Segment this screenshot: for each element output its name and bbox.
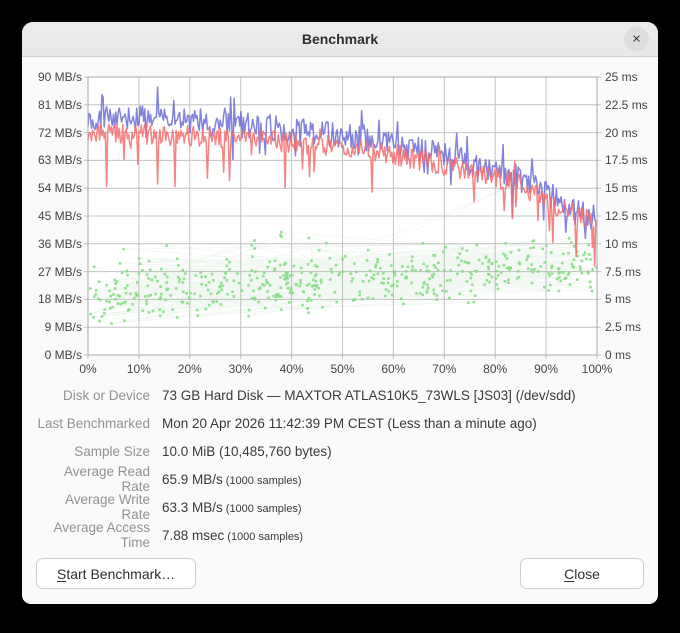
x-tick-label: 80% xyxy=(483,362,508,376)
benchmark-details: Disk or Device 73 GB Hard Disk — MAXTOR A… xyxy=(36,381,644,551)
detail-value: 10.0 MiB (10,485,760 bytes) xyxy=(162,444,332,459)
detail-value-text: 65.9 MB/s xyxy=(162,471,223,487)
x-tick-label: 20% xyxy=(177,362,202,376)
detail-label: Last Benchmarked xyxy=(37,415,150,431)
y-right-tick-label: 22.5 ms xyxy=(605,97,648,112)
close-button[interactable]: Close xyxy=(520,558,644,589)
detail-value: 63.3 MB/s (1000 samples) xyxy=(162,500,302,515)
window-title: Benchmark xyxy=(301,31,379,47)
detail-value: 7.88 msec (1000 samples) xyxy=(162,528,303,543)
y-right-tick-label: 12.5 ms xyxy=(605,209,648,223)
detail-value-text: 10.0 MiB (10,485,760 bytes) xyxy=(162,443,332,459)
start-benchmark-button[interactable]: Start Benchmark… xyxy=(36,558,197,589)
y-left-tick-label: 72 MB/s xyxy=(37,125,82,140)
detail-row: Average Read Rate 65.9 MB/s (1000 samples) xyxy=(36,464,644,494)
y-right-tick-label: 10 ms xyxy=(605,236,638,251)
titlebar: Benchmark × xyxy=(22,22,658,57)
detail-row: Average Write Rate 63.3 MB/s (1000 samples… xyxy=(36,492,644,522)
y-right-tick-label: 20 ms xyxy=(605,125,638,140)
x-tick-label: 0% xyxy=(79,362,97,376)
detail-value-text: 73 GB Hard Disk — MAXTOR ATLAS10K5_73WLS… xyxy=(162,387,576,403)
detail-value-note: (1000 samples) xyxy=(225,502,302,515)
y-left-tick-label: 36 MB/s xyxy=(37,236,82,251)
y-right-tick-label: 15 ms xyxy=(605,181,638,196)
detail-value: 65.9 MB/s (1000 samples) xyxy=(162,472,302,487)
close-icon: × xyxy=(632,30,641,48)
detail-label: Sample Size xyxy=(74,443,150,459)
x-tick-label: 90% xyxy=(534,362,559,376)
detail-row: Last Benchmarked Mon 20 Apr 2026 11:42:39… xyxy=(36,409,644,437)
detail-row: Disk or Device 73 GB Hard Disk — MAXTOR A… xyxy=(36,381,644,409)
close-window-button[interactable]: × xyxy=(624,26,649,52)
x-tick-label: 100% xyxy=(581,362,613,376)
y-left-tick-label: 90 MB/s xyxy=(37,70,82,84)
y-left-tick-label: 81 MB/s xyxy=(37,97,82,112)
y-left-tick-label: 54 MB/s xyxy=(37,181,82,196)
x-tick-label: 50% xyxy=(330,362,355,376)
detail-value: 73 GB Hard Disk — MAXTOR ATLAS10K5_73WLS… xyxy=(162,388,576,403)
detail-value-text: Mon 20 Apr 2026 11:42:39 PM CEST (Less t… xyxy=(162,415,537,431)
detail-value-text: 63.3 MB/s xyxy=(162,499,223,515)
y-right-tick-label: 17.5 ms xyxy=(605,153,648,168)
y-right-tick-label: 7.5 ms xyxy=(605,264,642,279)
benchmark-chart: 90 MB/s 81 MB/s 72 MB/s 63 MB/s 54 MB/s 45 MB… xyxy=(22,57,658,379)
detail-label: Disk or Device xyxy=(62,387,150,403)
x-tick-label: 30% xyxy=(228,362,253,376)
y-right-tick-label: 25 ms xyxy=(605,70,638,84)
y-left-tick-label: 45 MB/s xyxy=(37,209,82,223)
detail-row: Sample Size 10.0 MiB (10,485,760 bytes) xyxy=(36,437,644,465)
x-tick-label: 70% xyxy=(432,362,457,376)
benchmark-dialog: Benchmark × 90 MB/s 81 MB/s 72 MB/s 63 MB/s… xyxy=(22,22,658,604)
x-tick-label: 40% xyxy=(279,362,304,376)
detail-row: Average Access Time 7.88 msec (1000 sample… xyxy=(36,520,644,550)
y-left-tick-label: 0 MB/s xyxy=(44,348,82,362)
y-right-tick-label: 0 ms xyxy=(605,348,632,362)
x-tick-label: 60% xyxy=(381,362,406,376)
detail-label: Average Write Rate xyxy=(64,492,150,522)
x-tick-label: 10% xyxy=(126,362,151,376)
y-right-tick-label: 5 ms xyxy=(605,292,632,307)
detail-value-note: (1000 samples) xyxy=(227,530,304,543)
detail-label: Average Access Time xyxy=(53,520,150,550)
detail-label: Average Read Rate xyxy=(63,464,150,494)
y-left-tick-label: 9 MB/s xyxy=(44,320,82,335)
detail-value-note: (1000 samples) xyxy=(225,474,302,487)
y-left-tick-label: 63 MB/s xyxy=(37,153,82,168)
y-left-tick-label: 27 MB/s xyxy=(37,264,82,279)
dialog-content: 90 MB/s 81 MB/s 72 MB/s 63 MB/s 54 MB/s 45 MB… xyxy=(22,57,658,604)
plot-area xyxy=(84,76,601,359)
detail-value-text: 7.88 msec xyxy=(162,527,225,543)
action-bar: Start Benchmark… Close xyxy=(36,558,644,589)
detail-value: Mon 20 Apr 2026 11:42:39 PM CEST (Less t… xyxy=(162,416,537,431)
y-left-tick-label: 18 MB/s xyxy=(37,292,82,307)
y-right-tick-label: 2.5 ms xyxy=(605,320,642,335)
